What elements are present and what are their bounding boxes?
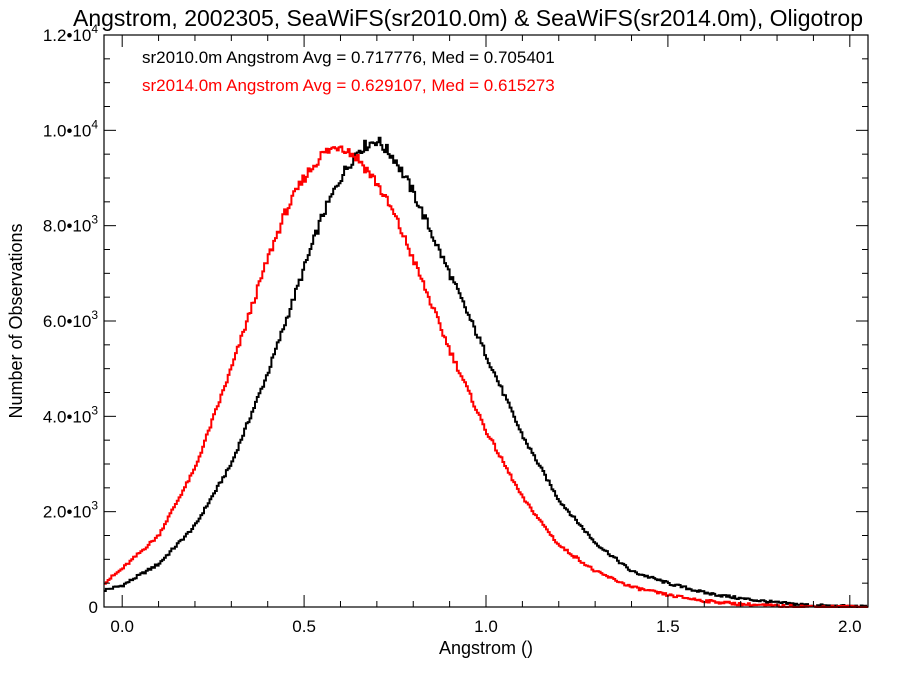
- y-tick-label: 8.0•103: [43, 213, 99, 236]
- series-1-line: [104, 136, 868, 608]
- legend-entry-series-1: sr2010.0m Angstrom Avg = 0.717776, Med =…: [142, 48, 555, 67]
- x-axis: 0.0 0.5 1.0 1.5 2.0: [110, 35, 862, 636]
- x-tick-label: 0.5: [292, 617, 316, 636]
- legend-entry-series-2: sr2014.0m Angstrom Avg = 0.629107, Med =…: [142, 76, 555, 95]
- y-tick-label: 1.0•104: [43, 117, 99, 140]
- x-axis-label: Angstrom (): [439, 638, 533, 658]
- x-tick-label: 1.5: [656, 617, 680, 636]
- y-axis: 0 2.0•103 4.0•103 6.0•103 8.0•103 1.0•104 1.2•…: [43, 22, 868, 617]
- x-tick-label: 0.0: [110, 617, 134, 636]
- plot-frame: [103, 34, 869, 608]
- y-tick-label: 2.0•103: [43, 499, 99, 522]
- x-tick-label: 1.0: [474, 617, 498, 636]
- chart-title: Angstrom, 2002305, SeaWiFS(sr2010.0m) & …: [73, 5, 863, 31]
- y-tick-label: 6.0•103: [43, 308, 99, 331]
- series-layer: [104, 136, 868, 608]
- x-tick-label: 2.0: [838, 617, 862, 636]
- series-2-line: [104, 145, 868, 608]
- y-tick-label: 1.2•104: [43, 22, 99, 45]
- y-axis-label: Number of Observations: [6, 223, 26, 418]
- y-tick-label: 0: [89, 598, 98, 617]
- y-tick-label: 4.0•103: [43, 403, 99, 426]
